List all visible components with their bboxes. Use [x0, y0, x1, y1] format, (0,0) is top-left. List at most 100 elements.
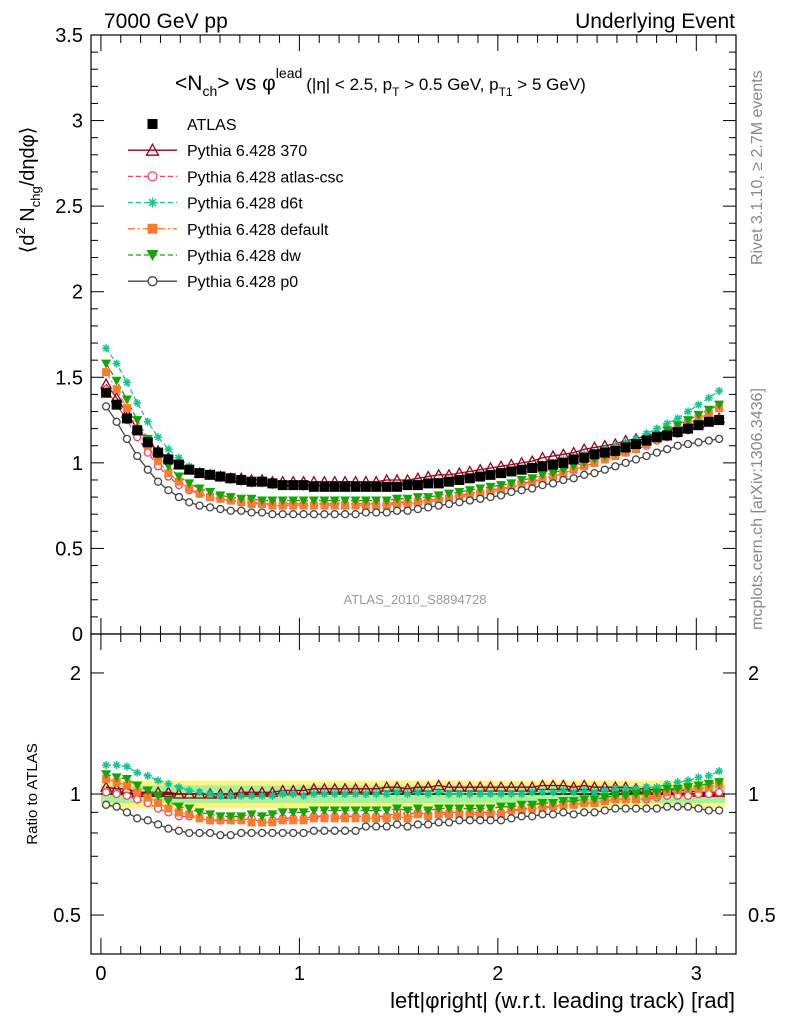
- markers-p370: [99, 377, 726, 487]
- point-atlas: [537, 461, 548, 472]
- ratio-point-p0: [621, 804, 630, 813]
- ratio-point-default: [206, 816, 215, 825]
- y-tick-label: 0: [72, 624, 83, 646]
- ratio-point-dw: [319, 806, 330, 816]
- point-dw: [246, 494, 257, 504]
- ratio-point-default: [538, 804, 547, 813]
- ratio-point-p0: [683, 802, 693, 811]
- point-default: [465, 491, 474, 500]
- point-dw: [350, 496, 361, 506]
- ratio-point-p0: [382, 822, 391, 831]
- header-left: 7000 GeV pp: [104, 10, 228, 33]
- ratio-point-default: [164, 804, 173, 813]
- point-atlas: [672, 427, 683, 438]
- markers-atlas: [101, 387, 725, 492]
- ratio-y-tick-label-right: 0.5: [748, 905, 776, 927]
- point-default: [486, 487, 495, 496]
- point-p0: [662, 445, 672, 454]
- ratio-panel-series: [99, 761, 726, 840]
- point-default: [164, 469, 173, 478]
- ratio-point-d6t: [476, 790, 485, 798]
- point-atlas: [277, 480, 288, 491]
- point-p0: [569, 474, 578, 483]
- point-default: [299, 501, 308, 510]
- point-atlas: [319, 481, 330, 492]
- y-tick-label: 3: [72, 111, 83, 133]
- ratio-point-p0: [174, 826, 184, 835]
- point-dw: [527, 474, 538, 484]
- point-atlas: [620, 442, 631, 453]
- ratio-point-p0: [320, 826, 329, 835]
- point-p0: [392, 506, 402, 515]
- point-default: [497, 486, 506, 495]
- legend-label-dw: Pythia 6.428 dw: [187, 248, 301, 265]
- ratio-point-p0: [226, 831, 235, 840]
- ratio-point-dw: [433, 804, 444, 814]
- ratio-point-default: [268, 818, 277, 827]
- point-atlas: [173, 459, 184, 470]
- point-atlas: [121, 413, 132, 424]
- series-line-p370: [105, 383, 720, 483]
- point-atlas: [298, 480, 309, 491]
- ratio-point-default: [476, 810, 485, 819]
- ratio-point-default: [154, 798, 163, 807]
- ratio-point-d6t: [445, 790, 454, 798]
- ratio-point-atlascsc: [112, 789, 121, 799]
- point-p0: [559, 475, 568, 485]
- ratio-point-dw: [485, 804, 496, 814]
- point-dw: [537, 470, 548, 480]
- ratio-point-atlascsc: [704, 789, 713, 799]
- point-d6t: [663, 419, 672, 428]
- point-p0: [621, 458, 630, 468]
- ratio-point-default: [351, 814, 360, 823]
- ratio-point-p0: [631, 804, 641, 813]
- ratio-point-dw: [329, 806, 340, 816]
- point-dw: [703, 405, 714, 415]
- side-label-rivet: Rivet 3.1.10, ≥ 2.7M events: [749, 70, 766, 265]
- ratio-point-dw: [703, 779, 714, 789]
- ratio-point-default: [424, 812, 433, 821]
- point-default: [320, 501, 329, 510]
- point-atlas: [205, 469, 216, 480]
- point-p0: [486, 492, 495, 502]
- point-p0: [153, 477, 163, 486]
- point-d6t: [112, 359, 121, 368]
- ratio-point-dw: [527, 800, 538, 810]
- ratio-point-dw: [568, 797, 579, 807]
- point-p0: [164, 486, 173, 495]
- ratio-point-d6t: [372, 790, 381, 798]
- legend-label-atlascsc: Pythia 6.428 atlas-csc: [187, 169, 344, 186]
- main-panel-series: [99, 344, 726, 519]
- ratio-point-dw: [620, 791, 631, 801]
- ratio-point-dw: [464, 804, 475, 814]
- ratio-point-d6t: [309, 790, 318, 798]
- ratio-point-d6t: [424, 790, 433, 798]
- point-p0: [320, 510, 329, 519]
- point-default: [538, 475, 547, 484]
- ratio-point-d6t: [507, 790, 516, 798]
- ratio-y-tick-label: 2: [70, 663, 81, 685]
- ratio-point-default: [403, 814, 412, 823]
- point-p0: [340, 510, 350, 519]
- point-d6t: [652, 424, 661, 433]
- ratio-point-d6t: [133, 768, 142, 777]
- point-atlas: [485, 469, 496, 480]
- ratio-point-dw: [630, 790, 641, 799]
- ratio-point-p0: [340, 826, 350, 835]
- ratio-point-dw: [101, 770, 112, 780]
- point-atlas: [225, 473, 236, 484]
- point-d6t: [683, 407, 692, 416]
- ratio-point-dw: [444, 804, 455, 814]
- ratio-point-dw: [308, 806, 319, 816]
- ratio-point-atlascsc: [133, 795, 142, 804]
- point-d6t: [694, 400, 703, 409]
- ratio-point-p0: [133, 814, 142, 823]
- ratio-point-dw: [173, 802, 184, 812]
- point-p0: [507, 487, 516, 497]
- point-dw: [485, 482, 496, 492]
- point-dw: [371, 496, 382, 506]
- ratio-point-default: [299, 816, 308, 825]
- y-tick-label: 1.5: [55, 367, 83, 389]
- ratio-point-d6t: [673, 778, 682, 787]
- ratio-point-p0: [486, 816, 495, 825]
